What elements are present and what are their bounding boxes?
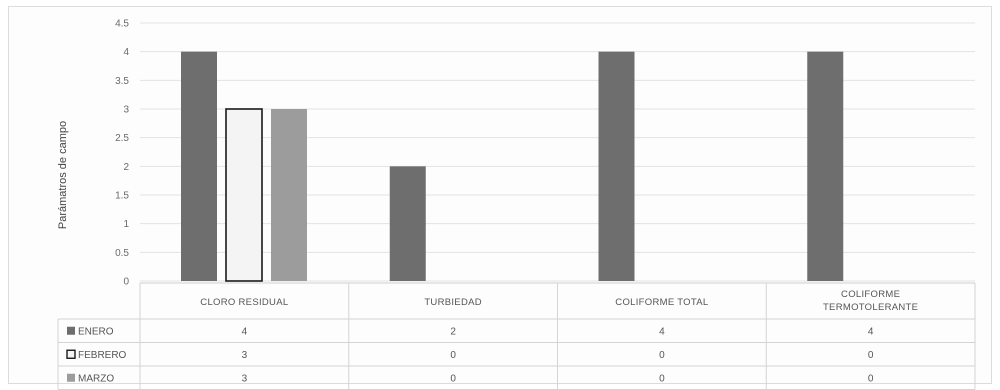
bar-enero-coliforme-termotolerante [807, 51, 844, 281]
category-label-coliforme-total: COLIFORME TOTAL [615, 297, 708, 308]
data-label-enero-turbiedad: 2 [450, 326, 456, 337]
y-tick-1: 1 [123, 219, 129, 230]
bars [181, 51, 844, 282]
data-label-febrero-turbiedad: 0 [450, 350, 456, 361]
category-label-turbiedad: TURBIEDAD [424, 297, 482, 308]
bar-enero-cloro-residual [181, 51, 217, 281]
data-table: CLORO RESIDUAL TURBIEDAD COLIFORME TOTAL CO… [57, 282, 976, 390]
y-tick-0-5: 0.5 [115, 248, 129, 259]
category-label-coliforme-termotolerante: COLIFORME TERMOTOLERANTE [823, 289, 918, 313]
category-label-cloro-residual: CLORO RESIDUAL [200, 297, 288, 308]
y-tick-0: 0 [123, 277, 129, 288]
legend-key-marzo [67, 373, 75, 382]
data-label-marzo-turbiedad: 0 [450, 373, 456, 384]
data-label-febrero-coliforme-termotolerante: 0 [868, 350, 874, 361]
data-label-marzo-cloro-residual: 3 [242, 373, 248, 384]
y-tick-2: 2 [123, 162, 129, 173]
y-tick-labels: 0 0.5 1 1.5 2 2.5 3 3.5 4 4.5 [115, 19, 129, 288]
data-label-marzo-coliforme-total: 0 [659, 373, 665, 384]
bar-marzo-cloro-residual [271, 109, 307, 281]
y-axis-label: Parámatros de campo [57, 121, 69, 229]
y-tick-4: 4 [123, 47, 129, 58]
bar-enero-coliforme-total [598, 51, 635, 281]
data-label-marzo-coliforme-termotolerante: 0 [868, 373, 874, 384]
gridlines [140, 22, 975, 282]
data-label-enero-cloro-residual: 4 [242, 326, 248, 337]
y-tick-1-5: 1.5 [115, 191, 129, 202]
y-tick-3-5: 3.5 [115, 76, 129, 87]
y-tick-3: 3 [123, 105, 129, 116]
legend-label-febrero: FEBRERO [78, 350, 127, 361]
data-label-febrero-coliforme-total: 0 [659, 350, 665, 361]
bar-febrero-cloro-residual [225, 108, 263, 282]
y-tick-2-5: 2.5 [115, 133, 129, 144]
y-tick-4-5: 4.5 [115, 19, 129, 30]
legend-key-enero [67, 326, 75, 335]
data-label-enero-coliforme-termotolerante: 4 [868, 326, 874, 337]
legend-key-febrero [66, 349, 76, 359]
legend-label-marzo: MARZO [78, 373, 114, 384]
data-label-enero-coliforme-total: 4 [659, 326, 665, 337]
legend-label-enero: ENERO [78, 326, 114, 337]
data-label-febrero-cloro-residual: 3 [242, 350, 248, 361]
bar-enero-turbiedad [389, 166, 426, 281]
